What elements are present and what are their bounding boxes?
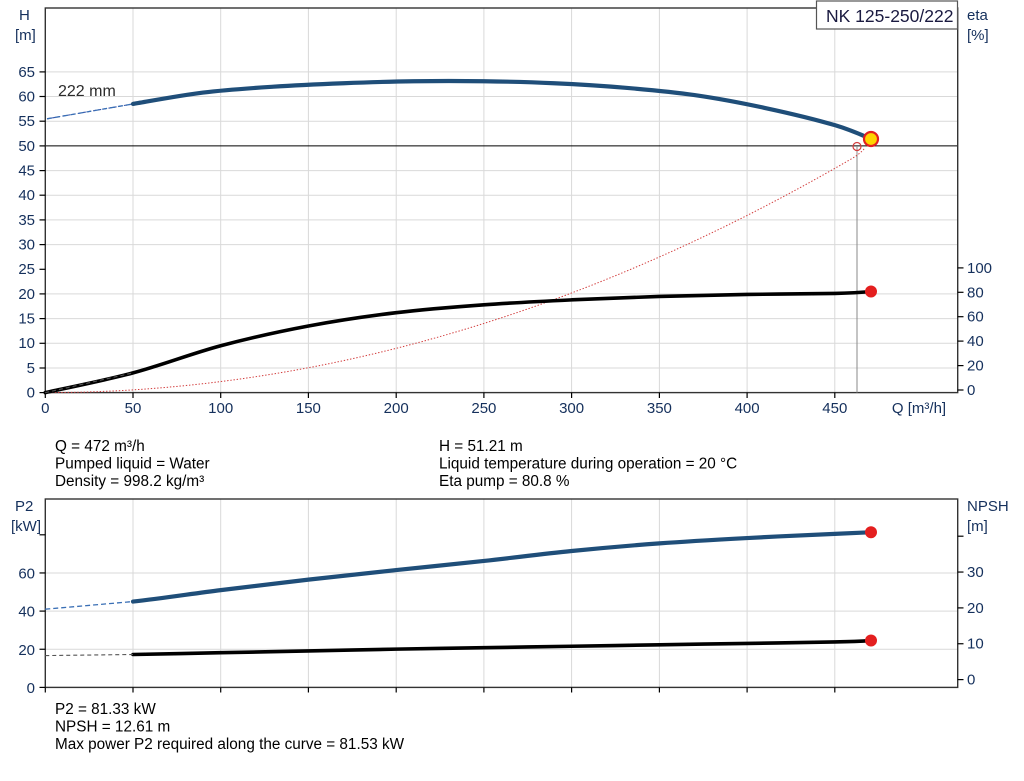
svg-text:0: 0	[967, 672, 975, 689]
svg-text:10: 10	[967, 636, 984, 653]
svg-text:[m]: [m]	[967, 518, 988, 535]
svg-text:10: 10	[18, 335, 35, 352]
svg-text:0: 0	[41, 400, 49, 417]
svg-text:Pumped liquid = Water: Pumped liquid = Water	[55, 456, 210, 473]
svg-text:Q [m³/h]: Q [m³/h]	[892, 400, 946, 417]
svg-text:350: 350	[647, 400, 672, 417]
svg-text:30: 30	[967, 564, 984, 581]
svg-text:20: 20	[967, 600, 984, 617]
svg-text:eta: eta	[967, 7, 989, 24]
svg-text:NPSH = 12.61 m: NPSH = 12.61 m	[55, 719, 170, 736]
svg-text:80: 80	[967, 284, 984, 301]
svg-text:55: 55	[18, 113, 35, 130]
svg-text:15: 15	[18, 311, 35, 328]
svg-text:50: 50	[125, 400, 142, 417]
svg-text:60: 60	[967, 309, 984, 326]
svg-text:222 mm: 222 mm	[58, 83, 116, 100]
svg-text:100: 100	[208, 400, 233, 417]
svg-text:20: 20	[967, 358, 984, 375]
svg-text:Max power P2 required along th: Max power P2 required along the curve = …	[55, 736, 405, 753]
svg-text:[kW]: [kW]	[11, 518, 41, 535]
svg-text:H: H	[19, 7, 30, 24]
svg-text:100: 100	[967, 260, 992, 277]
svg-text:H = 51.21 m: H = 51.21 m	[439, 438, 523, 455]
svg-text:25: 25	[18, 261, 35, 278]
svg-text:35: 35	[18, 212, 35, 229]
svg-text:Q = 472 m³/h: Q = 472 m³/h	[55, 438, 145, 455]
svg-text:Liquid temperature during oper: Liquid temperature during operation = 20…	[439, 456, 737, 473]
svg-text:400: 400	[735, 400, 760, 417]
svg-text:40: 40	[967, 333, 984, 350]
svg-text:NK 125-250/222: NK 125-250/222	[826, 6, 953, 26]
svg-text:65: 65	[18, 64, 35, 81]
svg-text:60: 60	[18, 565, 35, 582]
svg-text:0: 0	[27, 680, 35, 697]
svg-text:[%]: [%]	[967, 27, 989, 44]
svg-text:[m]: [m]	[15, 27, 36, 44]
svg-text:20: 20	[18, 642, 35, 659]
svg-text:NPSH: NPSH	[967, 498, 1009, 515]
svg-text:60: 60	[18, 88, 35, 105]
svg-text:20: 20	[18, 286, 35, 303]
svg-text:200: 200	[384, 400, 409, 417]
svg-text:5: 5	[27, 360, 35, 377]
svg-text:40: 40	[18, 187, 35, 204]
svg-text:50: 50	[18, 138, 35, 155]
svg-text:0: 0	[27, 385, 35, 402]
svg-text:150: 150	[296, 400, 321, 417]
svg-text:P2: P2	[15, 498, 33, 515]
svg-text:300: 300	[559, 400, 584, 417]
svg-text:250: 250	[471, 400, 496, 417]
svg-text:Density = 998.2 kg/m³: Density = 998.2 kg/m³	[55, 473, 204, 490]
svg-text:450: 450	[822, 400, 847, 417]
svg-text:40: 40	[18, 604, 35, 621]
svg-text:P2 = 81.33 kW: P2 = 81.33 kW	[55, 701, 156, 718]
svg-text:Eta pump = 80.8 %: Eta pump = 80.8 %	[439, 473, 570, 490]
svg-text:0: 0	[967, 382, 975, 399]
svg-text:30: 30	[18, 237, 35, 254]
svg-text:45: 45	[18, 163, 35, 180]
